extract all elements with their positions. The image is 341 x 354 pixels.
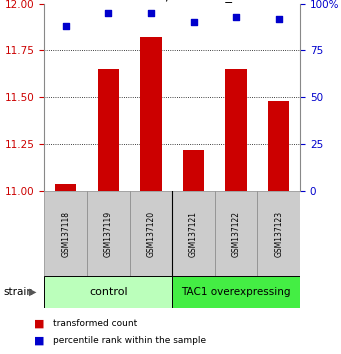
Point	[233, 14, 239, 19]
Bar	[130, 191, 172, 276]
Bar	[257, 191, 300, 276]
Point	[148, 10, 153, 16]
Bar	[183, 150, 204, 191]
Bar	[172, 191, 215, 276]
Text: GSM137119: GSM137119	[104, 211, 113, 257]
Text: GSM137120: GSM137120	[146, 211, 155, 257]
Point	[63, 23, 68, 29]
Bar	[172, 276, 300, 308]
Text: strain: strain	[3, 287, 33, 297]
Bar	[44, 276, 172, 308]
Point	[276, 16, 282, 21]
Bar	[55, 184, 76, 191]
Bar	[225, 69, 247, 191]
Bar	[140, 37, 162, 191]
Bar	[268, 101, 290, 191]
Text: GSM137123: GSM137123	[274, 211, 283, 257]
Text: percentile rank within the sample: percentile rank within the sample	[53, 336, 206, 345]
Text: ■: ■	[34, 336, 45, 346]
Text: GSM137118: GSM137118	[61, 211, 70, 257]
Bar	[87, 191, 130, 276]
Title: GDS2451 / 250935_at: GDS2451 / 250935_at	[99, 0, 246, 2]
Bar	[98, 69, 119, 191]
Text: TAC1 overexpressing: TAC1 overexpressing	[181, 287, 291, 297]
Bar	[215, 191, 257, 276]
Point	[191, 19, 196, 25]
Text: GSM137122: GSM137122	[232, 211, 241, 257]
Point	[106, 10, 111, 16]
Text: ■: ■	[34, 319, 45, 329]
Bar	[44, 191, 87, 276]
Text: GSM137121: GSM137121	[189, 211, 198, 257]
Text: control: control	[89, 287, 128, 297]
Text: ▶: ▶	[29, 287, 36, 297]
Text: transformed count: transformed count	[53, 319, 137, 329]
